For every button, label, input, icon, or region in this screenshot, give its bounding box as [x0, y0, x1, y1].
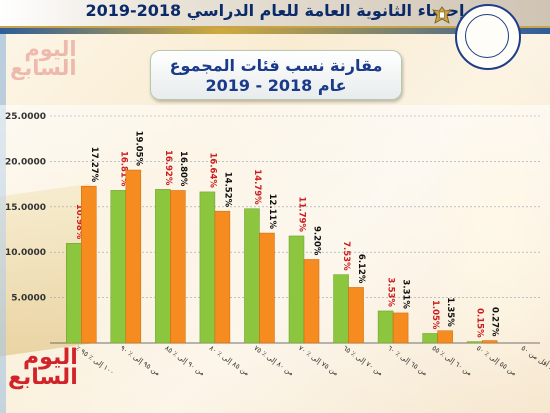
watermark-logo-bottom: اليوم السابع [8, 345, 78, 390]
data-label: 6.12% [356, 254, 366, 284]
bar-series-1 [244, 208, 260, 344]
data-label: 1.35% [445, 297, 455, 327]
x-category-label: من ٨٠ إلى ٪ ٧٥ [252, 344, 295, 377]
bar-series-2 [125, 169, 142, 344]
x-category-label: من ٧٥ إلى ٪ ٧٠ [297, 344, 340, 377]
bar-series-1 [288, 235, 305, 344]
x-category-label: من ٩٠ إلى ٪ ٨٥ [163, 344, 206, 377]
data-label: 17.27% [89, 147, 99, 183]
bar-series-2 [348, 287, 364, 344]
x-category-label: من ٨٥ إلى ٪ ٨٠ [208, 344, 251, 377]
watermark-line-1: اليوم [24, 37, 77, 61]
data-label: 12.11% [267, 194, 277, 230]
y-tick-label: 20.0000 [5, 157, 46, 167]
bar-series-2 [437, 330, 453, 344]
x-category-label: من ٥٥ إلى ٪ ٥٠ [475, 344, 518, 377]
bar-series-1 [199, 191, 216, 344]
x-category-label: من ٧٠ إلى ٪ ٦٥ [341, 344, 384, 377]
y-tick-label: 15.0000 [5, 203, 46, 213]
data-label: 10.98% [74, 204, 84, 240]
data-label: 14.79% [252, 169, 262, 205]
header-title: إحصاء الثانوية العامة للعام الدراسي 2018… [85, 1, 465, 20]
bar-series-1 [377, 310, 394, 344]
eagle-emblem-icon [432, 6, 452, 24]
bar-series-2 [81, 185, 97, 344]
data-label: 1.05% [430, 300, 440, 330]
data-label: 16.92% [163, 150, 173, 186]
bar-series-1 [66, 243, 82, 344]
data-label: 0.15% [475, 308, 485, 338]
ministry-seal-icon [455, 4, 521, 70]
data-label: 9.20% [312, 226, 322, 256]
watermark-line-2: السابع [10, 55, 77, 80]
x-category-label: من ٦٥ إلى ٪ ٦٠ [386, 344, 429, 377]
x-category-label: ٪ ١٠٠ إلى ٪ ٩٥ [74, 344, 116, 376]
data-label: 11.79% [297, 197, 307, 233]
bar-series-2 [392, 312, 409, 344]
data-label: 16.64% [207, 153, 217, 189]
watermark-bottom-line-1: اليوم [23, 345, 78, 370]
data-label: 16.80% [178, 151, 188, 187]
data-label: 16.81% [118, 151, 128, 187]
bar-series-1 [333, 274, 349, 344]
y-tick-label: 5.0000 [11, 294, 46, 304]
bar-series-1 [155, 189, 171, 344]
data-label: 14.52% [222, 172, 232, 208]
bar-series-1 [422, 333, 438, 344]
watermark-logo-top: اليوم السابع [10, 37, 77, 80]
chart-title: مقارنة نسب فئات المجموع [169, 56, 383, 75]
bar-series-1 [466, 341, 483, 344]
x-category-label: أقل من ٥٠ ٪ [520, 343, 550, 372]
bar-series-2 [303, 259, 320, 344]
data-label: 0.27% [490, 307, 500, 337]
y-tick-label: 10.0000 [5, 248, 46, 258]
x-category-label: من ٩٥ إلى ٪ ٩٠ [119, 344, 162, 377]
chart-title-box: مقارنة نسب فئات المجموع عام 2018 - 2019 [150, 50, 402, 100]
bar-series-2 [481, 340, 498, 344]
watermark-bottom-line-2: السابع [8, 364, 78, 390]
data-label: 3.31% [401, 279, 411, 309]
header-stripe [0, 28, 550, 34]
chart-subtitle: عام 2018 - 2019 [205, 76, 347, 95]
bar-series-2 [259, 232, 275, 344]
data-label: 3.53% [386, 277, 396, 307]
data-label: 7.53% [341, 241, 351, 271]
y-tick-label: 25.0000 [5, 112, 46, 122]
seal-inner-ring [465, 14, 509, 58]
x-category-label: من ٦٠ إلى ٪ ٥٥ [430, 344, 473, 377]
bar-series-2 [214, 210, 231, 344]
bar-series-2 [170, 190, 186, 344]
data-label: 19.05% [133, 131, 143, 167]
bar-series-1 [110, 190, 127, 344]
